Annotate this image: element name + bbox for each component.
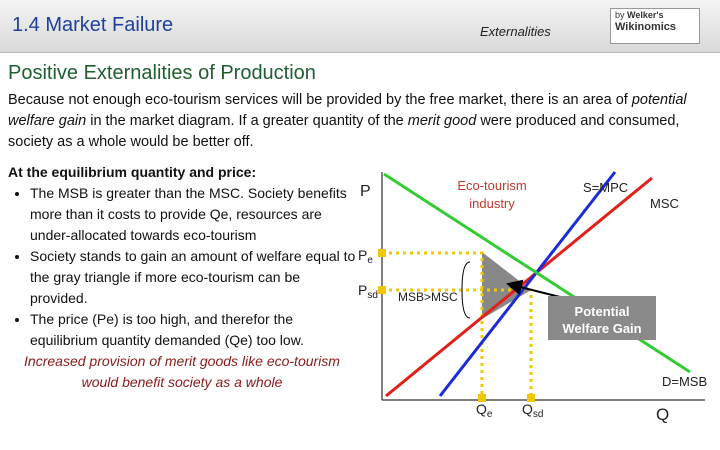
label-sub: e (367, 255, 373, 266)
label-box (548, 296, 656, 340)
bullet: Society stands to gain an amount of welf… (30, 246, 356, 309)
axis-label: Q (656, 405, 669, 424)
msc-line (438, 171, 617, 397)
qe-label: Qe (476, 401, 493, 420)
welfare-label: Potential Welfare Gain (562, 304, 641, 336)
text: Because not enough eco-tourism services … (8, 92, 632, 108)
text: merit good (407, 113, 477, 129)
curve-label: S=MPC (583, 180, 628, 195)
bullet: The price (Pe) is too high, and therefor… (30, 309, 356, 351)
psd-label: Psd (358, 282, 378, 301)
slide-title: Positive Externalities of Production (8, 62, 316, 84)
label-sub: sd (367, 290, 378, 301)
logo-text: Welker's (627, 10, 664, 20)
logo-text: by (615, 10, 625, 20)
slide-header: 1.4 Market Failure (12, 14, 173, 37)
bullets: The MSB is greater than the MSC. Society… (8, 183, 356, 351)
bullet: The MSB is greater than the MSC. Society… (30, 183, 356, 246)
label: P (358, 282, 367, 298)
conclusion: Increased provision of merit goods like … (24, 353, 340, 390)
logo: by Welker's Wikinomics (610, 8, 700, 44)
header-bar (0, 0, 720, 53)
list: At the equilibrium quantity and price: T… (8, 162, 356, 393)
bracket (461, 261, 471, 319)
axis-label: P (360, 183, 371, 200)
label-line: industry (469, 196, 515, 211)
label-line: Welfare Gain (562, 321, 641, 336)
text: potential welfare gain (8, 92, 687, 129)
curve-label: D=MSB (662, 374, 707, 389)
label: P (358, 247, 367, 263)
qsd-label: Qsd (522, 401, 543, 420)
points (378, 249, 535, 402)
label-sub: sd (533, 409, 544, 420)
header-title: Failure (112, 14, 174, 36)
demand-line (383, 172, 691, 374)
label-line: Eco-tourism (457, 178, 526, 193)
header-title: 1.4 Market (12, 14, 107, 36)
text: in the market diagram. If a greater quan… (86, 113, 408, 129)
list-heading: At the equilibrium quantity and price: (8, 164, 257, 180)
curve-label: MSC (650, 196, 679, 211)
logo-text: Wikinomics (615, 21, 677, 33)
label: Q (522, 401, 533, 417)
pe-label: Pe (358, 247, 373, 266)
gap-label: MSB>MSC (398, 290, 458, 304)
industry-label: Eco-tourism industry (457, 178, 526, 211)
label-line: Potential (575, 304, 630, 319)
topic: Externalities (480, 24, 551, 39)
intro: Because not enough eco-tourism services … (8, 90, 716, 153)
text: were produced and consumed, society as a… (8, 113, 680, 150)
label-sub: e (487, 409, 493, 420)
label: Q (476, 401, 487, 417)
